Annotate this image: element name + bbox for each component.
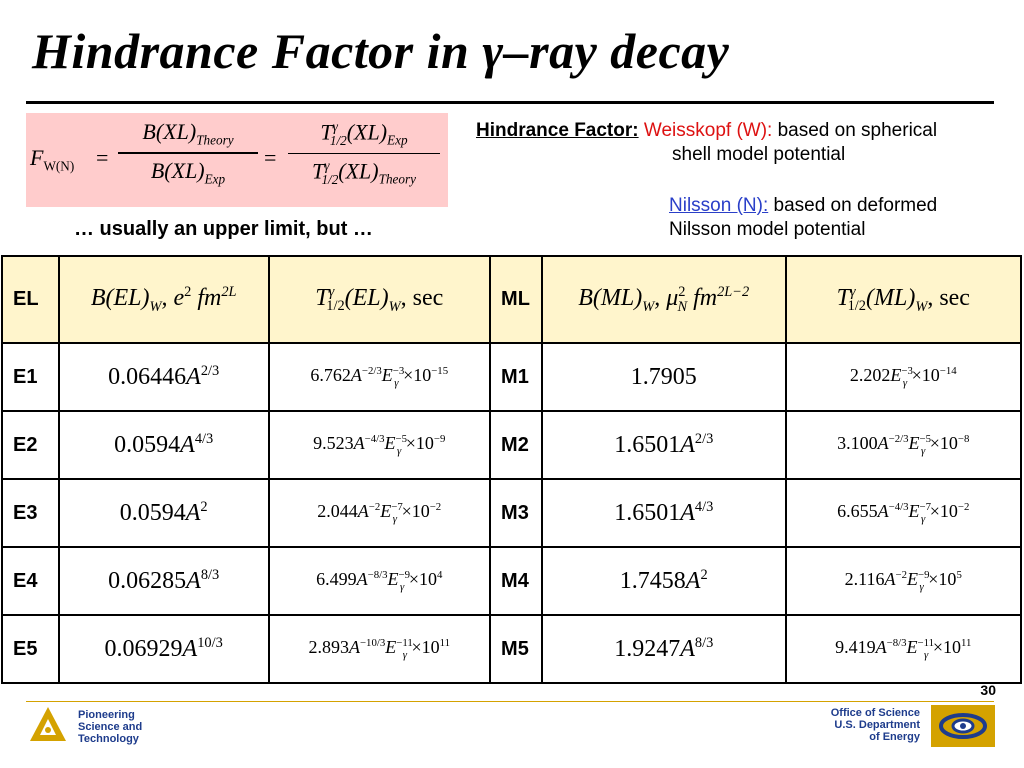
t-el-value: 2.893A−10/3E−11γ ×1011: [267, 614, 492, 684]
b-ml-value: 1.6501A4/3: [540, 478, 787, 548]
upper-limit-note: … usually an upper limit, but …: [74, 218, 373, 240]
header-ml: ML: [489, 255, 543, 344]
t-el-value: 9.523A−4/3E−5γ ×10−9: [267, 410, 492, 480]
header-b-el: B(EL)W, e2 fm2L: [57, 255, 270, 344]
title-divider: [26, 101, 994, 104]
header-t-ml: Tγ1/2(ML)W, sec: [784, 255, 1023, 344]
footer-right-doe: Office of Science U.S. Department of Ene…: [830, 707, 920, 743]
el-label: E3: [1, 478, 60, 548]
table-header-row: EL B(EL)W, e2 fm2L Tγ1/2(EL)W, sec ML B(…: [1, 255, 1023, 344]
t-el-value: 6.499A−8/3E−9γ ×104: [267, 546, 492, 616]
table-row: E2 0.0594A4/3 9.523A−4/3E−5γ ×10−9 M2 1.…: [1, 410, 1023, 480]
table-row: E5 0.06929A10/3 2.893A−10/3E−11γ ×1011 M…: [1, 614, 1023, 684]
b-el-value: 0.06446A2/3: [57, 342, 270, 412]
nilsson-desc-1: based on deformed: [773, 195, 938, 216]
t-ml-value: 3.100A−2/3E−5γ ×10−8: [784, 410, 1023, 480]
t-ml-value: 6.655A−4/3E−7γ ×10−2: [784, 478, 1023, 548]
weisskopf-units-table: EL B(EL)W, e2 fm2L Tγ1/2(EL)W, sec ML B(…: [1, 255, 1023, 684]
argonne-logo-icon: [30, 707, 66, 741]
ml-label: M1: [489, 342, 543, 412]
b-el-value: 0.06929A10/3: [57, 614, 270, 684]
nilsson-label: Nilsson (N):: [669, 195, 769, 216]
b-el-value: 0.06285A8/3: [57, 546, 270, 616]
footer-left-tagline: Pioneering Science and Technology: [78, 709, 143, 745]
t-ml-value: 9.419A−8/3E−11γ ×1011: [784, 614, 1023, 684]
equals-sign-2: =: [264, 145, 277, 170]
hindrance-formula: FW(N) = B(XL)Theory B(XL)Exp = Tγ1/2(XL)…: [26, 113, 448, 207]
b-ml-value: 1.9247A8/3: [540, 614, 787, 684]
b-ml-value: 1.7458A2: [540, 546, 787, 616]
table-row: E4 0.06285A8/3 6.499A−8/3E−9γ ×104 M4 1.…: [1, 546, 1023, 616]
formula-fraction-b: B(XL)Theory B(XL)Exp: [118, 119, 258, 187]
doe-logo-icon: [931, 705, 995, 747]
t-ml-value: 2.116A−2E−9γ ×105: [784, 546, 1023, 616]
ml-label: M2: [489, 410, 543, 480]
table-row: E3 0.0594A2 2.044A−2E−7γ ×10−2 M3 1.6501…: [1, 478, 1023, 548]
b-ml-value: 1.6501A2/3: [540, 410, 787, 480]
footer-divider: [26, 701, 994, 702]
hindrance-factor-definition: Hindrance Factor: Weisskopf (W): based o…: [476, 119, 937, 167]
b-el-value: 0.0594A2: [57, 478, 270, 548]
b-el-value: 0.0594A4/3: [57, 410, 270, 480]
header-t-el: Tγ1/2(EL)W, sec: [267, 255, 492, 344]
nilsson-desc-2: Nilsson model potential: [669, 219, 866, 240]
page-number: 30: [980, 682, 996, 698]
el-label: E1: [1, 342, 60, 412]
t-el-value: 6.762A−2/3E−3γ ×10−15: [267, 342, 492, 412]
weisskopf-desc-1: based on spherical: [777, 120, 938, 141]
equals-sign-1: =: [96, 145, 109, 170]
slide-title: Hindrance Factor in γ–ray decay: [32, 23, 730, 79]
ml-label: M4: [489, 546, 543, 616]
b-ml-value: 1.7905: [540, 342, 787, 412]
ml-label: M5: [489, 614, 543, 684]
el-label: E2: [1, 410, 60, 480]
weisskopf-desc-2: shell model potential: [672, 144, 846, 165]
hindrance-factor-label: Hindrance Factor:: [476, 120, 639, 141]
nilsson-definition: Nilsson (N): based on deformed Nilsson m…: [669, 194, 937, 242]
header-b-ml: B(ML)W, μ2N fm2L−2: [540, 255, 787, 344]
header-el: EL: [1, 255, 60, 344]
weisskopf-label: Weisskopf (W):: [643, 120, 773, 141]
formula-lhs: FW(N): [30, 145, 75, 174]
t-ml-value: 2.202E−3γ ×10−14: [784, 342, 1023, 412]
el-label: E5: [1, 614, 60, 684]
formula-fraction-t: Tγ1/2(XL)Exp Tγ1/2(XL)Theory: [288, 119, 440, 188]
ml-label: M3: [489, 478, 543, 548]
t-el-value: 2.044A−2E−7γ ×10−2: [267, 478, 492, 548]
el-label: E4: [1, 546, 60, 616]
table-row: E1 0.06446A2/3 6.762A−2/3E−3γ ×10−15 M1 …: [1, 342, 1023, 412]
